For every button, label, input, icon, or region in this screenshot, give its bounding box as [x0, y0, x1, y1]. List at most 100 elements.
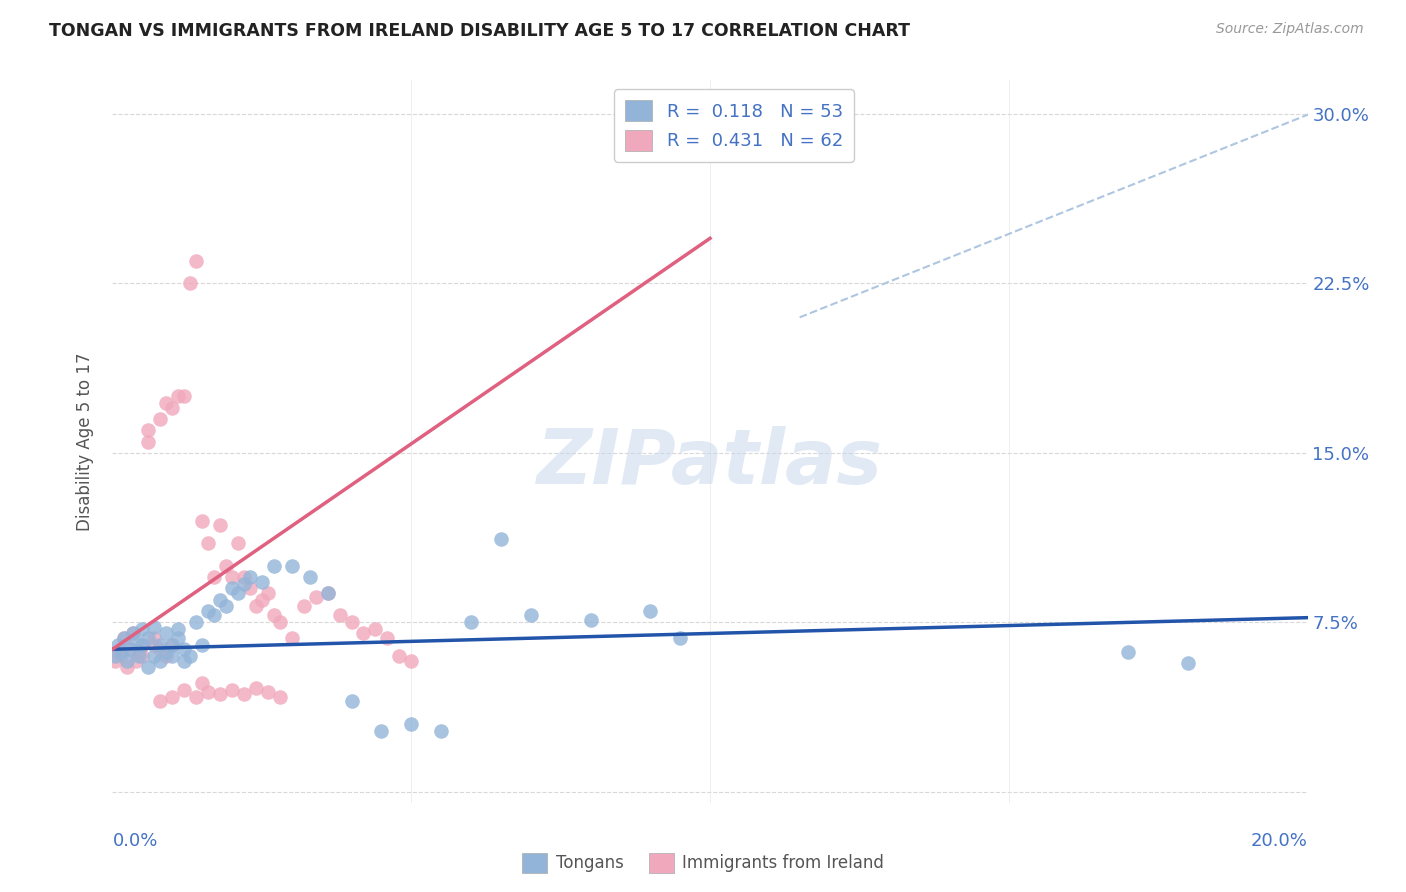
Point [186, 615, 208, 630]
Point [186, 690, 208, 704]
Text: ZIPatlas: ZIPatlas [537, 426, 883, 500]
Point [104, 654, 127, 668]
Point [460, 615, 482, 630]
Point [138, 660, 160, 674]
Point [388, 648, 411, 663]
Point [316, 586, 339, 600]
Point [173, 682, 195, 697]
Point [191, 676, 214, 690]
Point [162, 401, 183, 415]
Point [305, 591, 328, 605]
Point [167, 622, 190, 636]
Point [191, 514, 214, 528]
Point [155, 626, 177, 640]
Point [281, 558, 304, 573]
Point [162, 638, 183, 652]
Point [167, 631, 190, 645]
Point [162, 638, 183, 652]
Point [263, 558, 285, 573]
Point [107, 644, 129, 658]
Point [202, 608, 225, 623]
Point [202, 570, 225, 584]
Point [149, 412, 172, 426]
Point [263, 608, 285, 623]
Point [233, 576, 256, 591]
Point [520, 608, 543, 623]
Point [125, 654, 148, 668]
Point [239, 570, 262, 584]
Point [149, 642, 172, 657]
Point [209, 687, 232, 701]
Point [143, 620, 166, 634]
Point [125, 635, 148, 649]
Text: Source: ZipAtlas.com: Source: ZipAtlas.com [1216, 22, 1364, 37]
Point [114, 631, 135, 645]
Point [191, 638, 214, 652]
Point [186, 253, 208, 268]
Point [131, 622, 153, 636]
Point [131, 638, 153, 652]
Point [340, 694, 363, 708]
Point [138, 631, 160, 645]
Point [221, 582, 243, 596]
Point [197, 536, 219, 550]
Point [316, 586, 339, 600]
Point [401, 654, 423, 668]
Point [245, 681, 267, 695]
Point [579, 613, 602, 627]
Text: TONGAN VS IMMIGRANTS FROM IRELAND DISABILITY AGE 5 TO 17 CORRELATION CHART: TONGAN VS IMMIGRANTS FROM IRELAND DISABI… [49, 22, 910, 40]
Point [489, 532, 512, 546]
Point [138, 423, 160, 437]
Point [370, 723, 392, 738]
Point [209, 518, 232, 533]
Point [239, 582, 262, 596]
Point [430, 723, 453, 738]
Point [131, 648, 153, 663]
Point [155, 396, 177, 410]
Point [221, 570, 243, 584]
Point [149, 638, 172, 652]
Text: 20.0%: 20.0% [1251, 831, 1308, 850]
Point [173, 654, 195, 668]
Point [110, 644, 132, 658]
Point [167, 389, 190, 403]
Point [104, 648, 127, 663]
Point [353, 626, 375, 640]
Point [215, 558, 238, 573]
Point [250, 574, 273, 589]
Legend: R =  0.118   N = 53, R =  0.431   N = 62: R = 0.118 N = 53, R = 0.431 N = 62 [614, 89, 853, 161]
Point [122, 626, 145, 640]
Point [233, 687, 256, 701]
Point [245, 599, 267, 614]
Point [197, 604, 219, 618]
Point [233, 570, 256, 584]
Point [114, 631, 135, 645]
Y-axis label: Disability Age 5 to 17: Disability Age 5 to 17 [76, 352, 94, 531]
Point [162, 690, 183, 704]
Point [669, 631, 692, 645]
Point [298, 570, 321, 584]
Point [117, 660, 139, 674]
Legend: Tongans, Immigrants from Ireland: Tongans, Immigrants from Ireland [516, 847, 890, 880]
Point [250, 592, 273, 607]
Point [329, 608, 352, 623]
Point [1118, 644, 1140, 658]
Point [179, 277, 201, 291]
Point [149, 694, 172, 708]
Point [1177, 656, 1199, 670]
Point [128, 648, 150, 663]
Point [162, 648, 183, 663]
Point [128, 644, 150, 658]
Point [120, 642, 142, 657]
Point [149, 654, 172, 668]
Text: 0.0%: 0.0% [112, 831, 157, 850]
Point [107, 638, 129, 652]
Point [257, 685, 280, 699]
Point [117, 654, 139, 668]
Point [138, 434, 160, 449]
Point [173, 389, 195, 403]
Point [143, 638, 166, 652]
Point [209, 592, 232, 607]
Point [120, 642, 142, 657]
Point [269, 690, 291, 704]
